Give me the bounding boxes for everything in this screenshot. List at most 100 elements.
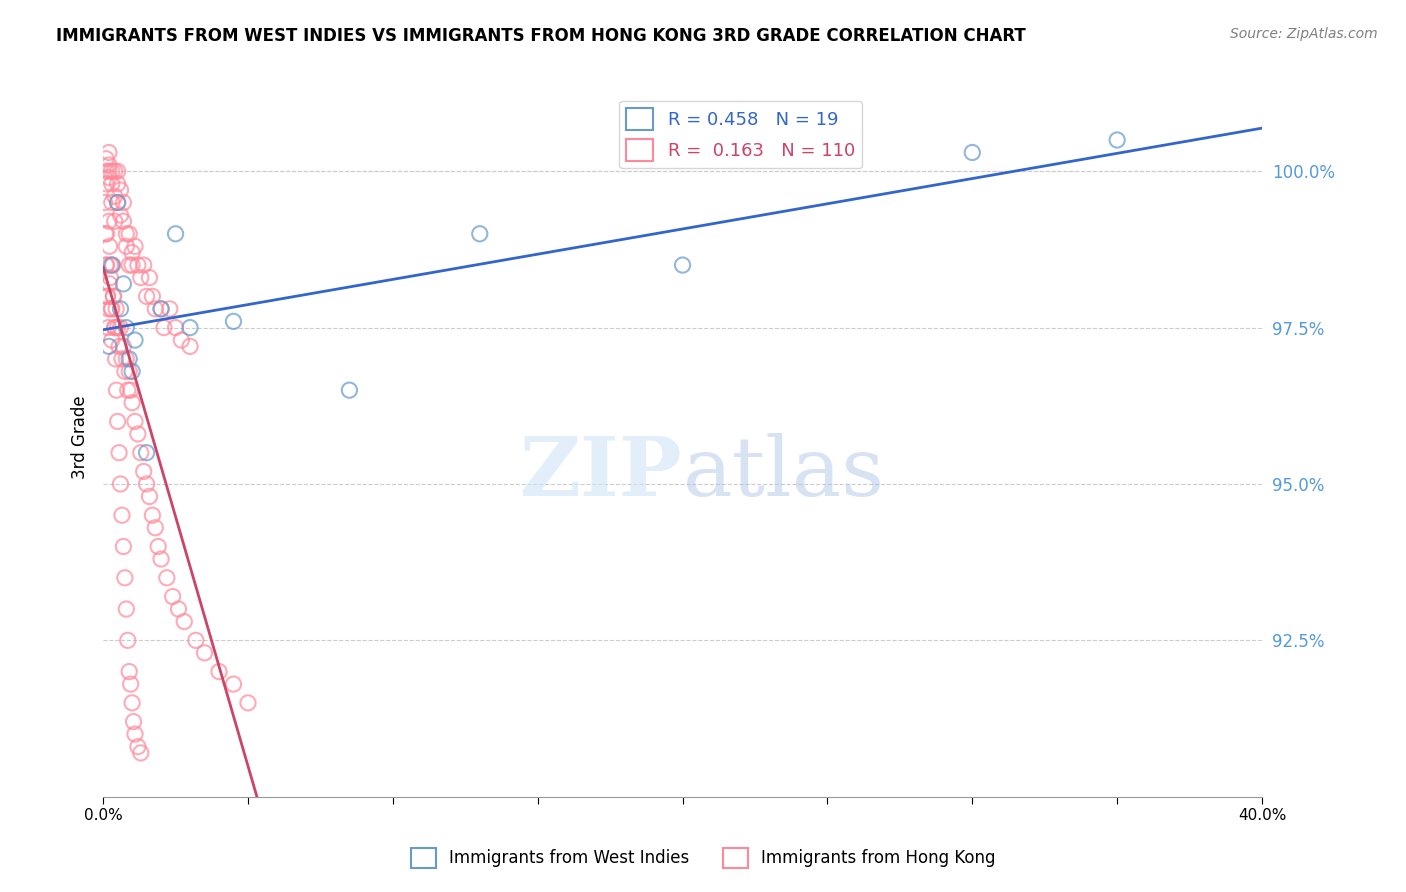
Point	[112, 339, 135, 353]
Text: IMMIGRANTS FROM WEST INDIES VS IMMIGRANTS FROM HONG KONG 3RD GRADE CORRELATION C: IMMIGRANTS FROM WEST INDIES VS IMMIGRANT…	[56, 27, 1026, 45]
Point	[96, 227, 118, 241]
Point	[107, 164, 129, 178]
Point	[222, 677, 245, 691]
Text: atlas: atlas	[682, 433, 884, 513]
Point	[141, 508, 163, 523]
Point	[96, 289, 118, 303]
Point	[114, 364, 136, 378]
Point	[104, 351, 127, 366]
Point	[121, 696, 143, 710]
Point	[112, 214, 135, 228]
Point	[112, 277, 135, 291]
Point	[118, 364, 141, 378]
Point	[107, 414, 129, 428]
Text: ZIP: ZIP	[520, 433, 682, 513]
Point	[104, 214, 127, 228]
Point	[121, 258, 143, 272]
Point	[671, 258, 693, 272]
Point	[135, 477, 157, 491]
Point	[135, 446, 157, 460]
Point	[118, 258, 141, 272]
Point	[115, 239, 138, 253]
Point	[94, 152, 117, 166]
Point	[115, 320, 138, 334]
Point	[112, 195, 135, 210]
Point	[153, 320, 176, 334]
Point	[108, 446, 131, 460]
Point	[1107, 133, 1129, 147]
Point	[104, 320, 127, 334]
Point	[132, 258, 155, 272]
Point	[107, 195, 129, 210]
Point	[100, 270, 122, 285]
Point	[97, 339, 120, 353]
Point	[98, 239, 121, 253]
Point	[118, 227, 141, 241]
Point	[236, 696, 259, 710]
Text: Source: ZipAtlas.com: Source: ZipAtlas.com	[1230, 27, 1378, 41]
Point	[339, 383, 361, 397]
Point	[96, 258, 118, 272]
Point	[97, 320, 120, 334]
Point	[104, 189, 127, 203]
Point	[150, 301, 173, 316]
Point	[97, 158, 120, 172]
Point	[159, 301, 181, 316]
Point	[94, 177, 117, 191]
Point	[165, 227, 187, 241]
Point	[124, 727, 146, 741]
Y-axis label: 3rd Grade: 3rd Grade	[72, 395, 89, 479]
Point	[101, 258, 124, 272]
Point	[124, 239, 146, 253]
Point	[129, 270, 152, 285]
Point	[101, 258, 124, 272]
Point	[165, 320, 187, 334]
Point	[107, 195, 129, 210]
Legend: R = 0.458   N = 19, R =  0.163   N = 110: R = 0.458 N = 19, R = 0.163 N = 110	[619, 101, 862, 169]
Point	[110, 301, 132, 316]
Point	[148, 540, 170, 554]
Point	[100, 301, 122, 316]
Point	[156, 571, 179, 585]
Point	[127, 258, 149, 272]
Point	[104, 320, 127, 334]
Point	[117, 383, 139, 397]
Point	[127, 739, 149, 754]
Point	[114, 571, 136, 585]
Point	[135, 289, 157, 303]
Point	[124, 333, 146, 347]
Point	[115, 227, 138, 241]
Point	[138, 270, 160, 285]
Point	[141, 289, 163, 303]
Point	[101, 164, 124, 178]
Point	[167, 602, 190, 616]
Point	[222, 314, 245, 328]
Point	[93, 195, 115, 210]
Point	[98, 277, 121, 291]
Point	[179, 339, 201, 353]
Point	[118, 665, 141, 679]
Point	[129, 746, 152, 760]
Point	[468, 227, 491, 241]
Point	[101, 195, 124, 210]
Point	[110, 477, 132, 491]
Point	[105, 383, 128, 397]
Point	[120, 383, 142, 397]
Point	[121, 245, 143, 260]
Point	[173, 615, 195, 629]
Point	[110, 183, 132, 197]
Point	[115, 351, 138, 366]
Point	[121, 395, 143, 409]
Point	[150, 301, 173, 316]
Point	[179, 320, 201, 334]
Point	[111, 508, 134, 523]
Point	[94, 258, 117, 272]
Point	[110, 320, 132, 334]
Point	[120, 677, 142, 691]
Point	[143, 301, 166, 316]
Point	[184, 633, 207, 648]
Point	[121, 364, 143, 378]
Point	[97, 301, 120, 316]
Point	[112, 540, 135, 554]
Legend: Immigrants from West Indies, Immigrants from Hong Kong: Immigrants from West Indies, Immigrants …	[404, 841, 1002, 875]
